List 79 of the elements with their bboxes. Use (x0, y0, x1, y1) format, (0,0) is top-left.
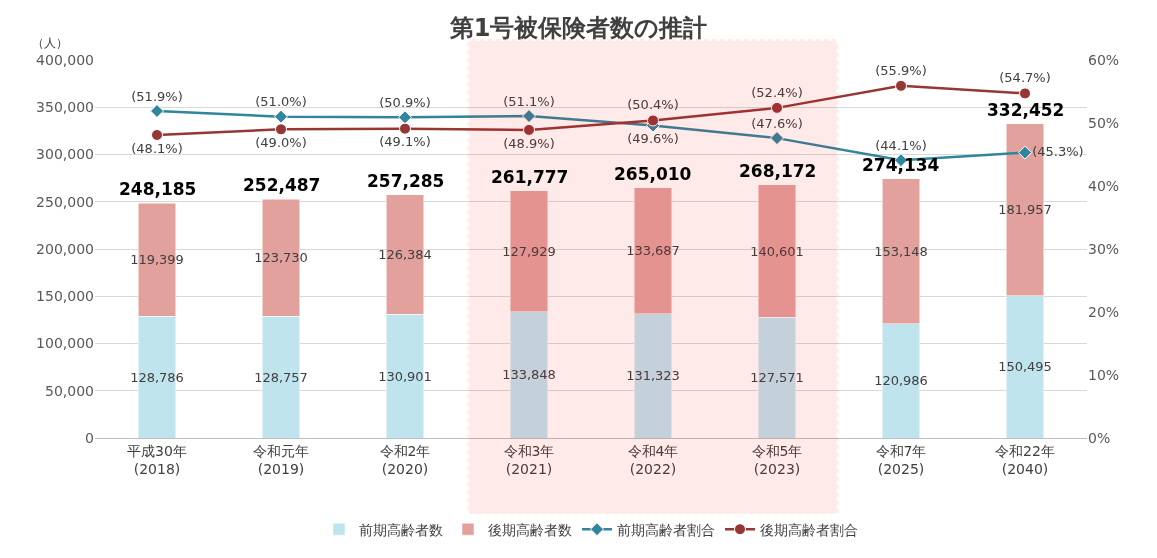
total-label: 248,185 (119, 179, 197, 199)
data-label: 140,601 (750, 243, 804, 259)
point (647, 114, 659, 127)
y-tick-label: 0 (85, 429, 94, 446)
data-label: 153,148 (874, 243, 928, 259)
y-tick-label: 50,000 (45, 382, 94, 399)
y-tick-label: 400,000 (36, 51, 94, 68)
x-tick-label: 令和22年 (2040) (995, 442, 1055, 477)
total-label: 265,010 (614, 164, 692, 184)
x-tick-label: 令和7年 (2025) (875, 442, 927, 477)
y-tick-label: 250,000 (36, 193, 94, 210)
point (770, 131, 784, 146)
data-label: (55.9%) (875, 62, 927, 78)
data-label: 128,757 (254, 369, 308, 385)
data-label: (51.1%) (503, 93, 555, 109)
data-label: 133,687 (626, 243, 680, 259)
data-label: 150,495 (998, 359, 1052, 375)
data-label: 131,323 (626, 368, 680, 384)
data-label: (44.1%) (875, 137, 927, 153)
data-label: (50.9%) (379, 94, 431, 110)
legend-label: 後期高齢者割合 (760, 521, 858, 538)
y2-tick-label: 50% (1088, 114, 1120, 131)
point (1018, 145, 1032, 160)
y2-tick-label: 60% (1088, 51, 1120, 68)
point (523, 123, 535, 136)
legend-label: 前期高齢者割合 (617, 521, 715, 538)
x-tick-label: 平成30年 (2018) (127, 442, 187, 477)
x-tick-label: 令和3年 (2021) (503, 442, 555, 477)
y-tick-label: 150,000 (36, 288, 94, 305)
data-label: (47.6%) (751, 115, 803, 131)
x-tick-label: 令和5年 (2023) (751, 442, 803, 477)
x-tick-label: 令和4年 (2022) (627, 442, 679, 477)
data-label: 130,901 (378, 368, 432, 384)
y-tick-label: 100,000 (36, 335, 94, 352)
data-label: (49.1%) (379, 134, 431, 150)
total-label: 252,487 (243, 175, 321, 195)
y-tick-label: 200,000 (36, 240, 94, 257)
total-label: 274,134 (862, 155, 940, 175)
data-label: 120,986 (874, 373, 928, 389)
data-label: (48.1%) (131, 140, 183, 156)
data-label: (48.9%) (503, 135, 555, 151)
total-label: 257,285 (367, 171, 445, 191)
point (151, 128, 163, 141)
data-label: (52.4%) (751, 84, 803, 100)
data-label: (54.7%) (999, 70, 1051, 86)
data-label: 127,571 (750, 370, 804, 386)
y2-tick-label: 10% (1088, 366, 1120, 383)
y2-tick-label: 40% (1088, 177, 1120, 194)
data-label: (51.0%) (255, 94, 307, 110)
total-label: 261,777 (491, 167, 569, 187)
point (895, 79, 907, 92)
chart-title: 第1号被保険者数の推計 (448, 14, 708, 43)
data-label: 127,929 (502, 243, 556, 259)
point (398, 110, 412, 125)
point (150, 104, 164, 119)
data-label: (45.3%) (1032, 143, 1084, 159)
legend-label: 前期高齢者数 (359, 521, 443, 538)
total-label: 268,172 (739, 161, 817, 181)
point (275, 123, 287, 136)
point (399, 122, 411, 135)
y2-tick-label: 0% (1088, 429, 1111, 446)
x-tick-label: 令和元年 (2019) (253, 442, 309, 477)
y-axis-title: （人） (32, 36, 68, 50)
legend-label: 後期高齢者数 (488, 521, 572, 538)
data-label: (50.4%) (627, 97, 679, 113)
point (522, 109, 536, 124)
y-tick-label: 350,000 (36, 99, 94, 116)
data-label: (49.0%) (255, 134, 307, 150)
y-tick-label: 300,000 (36, 146, 94, 163)
point (274, 109, 288, 124)
x-tick-label: 令和2年 (2020) (379, 442, 431, 477)
point (1019, 87, 1031, 100)
y2-tick-label: 30% (1088, 240, 1120, 257)
data-label: 128,786 (130, 369, 184, 385)
data-label: (51.9%) (131, 88, 183, 104)
total-label: 332,452 (987, 100, 1065, 120)
data-label: (49.6%) (627, 130, 679, 146)
y2-tick-label: 20% (1088, 303, 1120, 320)
data-label: 133,848 (502, 367, 556, 383)
